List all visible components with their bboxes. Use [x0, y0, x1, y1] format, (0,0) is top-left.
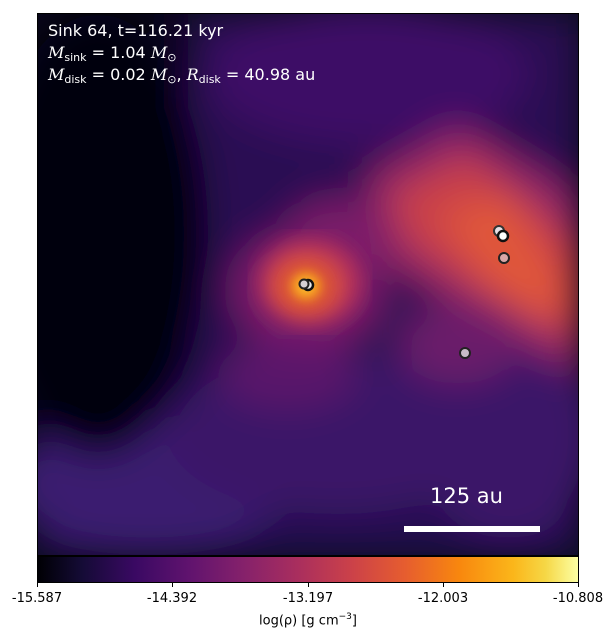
- sink-particle: [496, 229, 510, 243]
- colorbar-tick: [578, 583, 579, 587]
- colorbar-tick-label: -13.197: [282, 591, 334, 606]
- sink-particle: [498, 252, 510, 264]
- colorbar-tick-label: -12.003: [417, 591, 469, 606]
- colorbar-tick: [308, 583, 309, 587]
- colorbar-tick-label: -15.587: [11, 591, 63, 606]
- sink-particle: [298, 278, 310, 290]
- sink-particle: [459, 347, 471, 359]
- density-map: Sink 64, t=116.21 kyr Msink = 1.04 M⊙ Md…: [37, 13, 579, 556]
- colorbar-tick-label: -14.392: [146, 591, 198, 606]
- colorbar: [37, 556, 579, 583]
- scale-bar-label: 125 au: [430, 484, 503, 508]
- colorbar-tick: [172, 583, 173, 587]
- density-field: [38, 14, 578, 555]
- scale-bar: [404, 526, 540, 532]
- colorbar-tick: [37, 583, 38, 587]
- sink-particles: [298, 225, 510, 359]
- colorbar-label: log(ρ) [g cm−3]: [259, 612, 357, 629]
- colorbar-tick: [443, 583, 444, 587]
- sink-mass-label: Msink = 1.04 M⊙: [48, 43, 177, 64]
- colorbar-tick-label: -10.808: [552, 591, 604, 606]
- sink-time-label: Sink 64, t=116.21 kyr: [48, 21, 224, 40]
- disk-mass-radius-label: Mdisk = 0.02 M⊙, Rdisk = 40.98 au: [48, 65, 316, 86]
